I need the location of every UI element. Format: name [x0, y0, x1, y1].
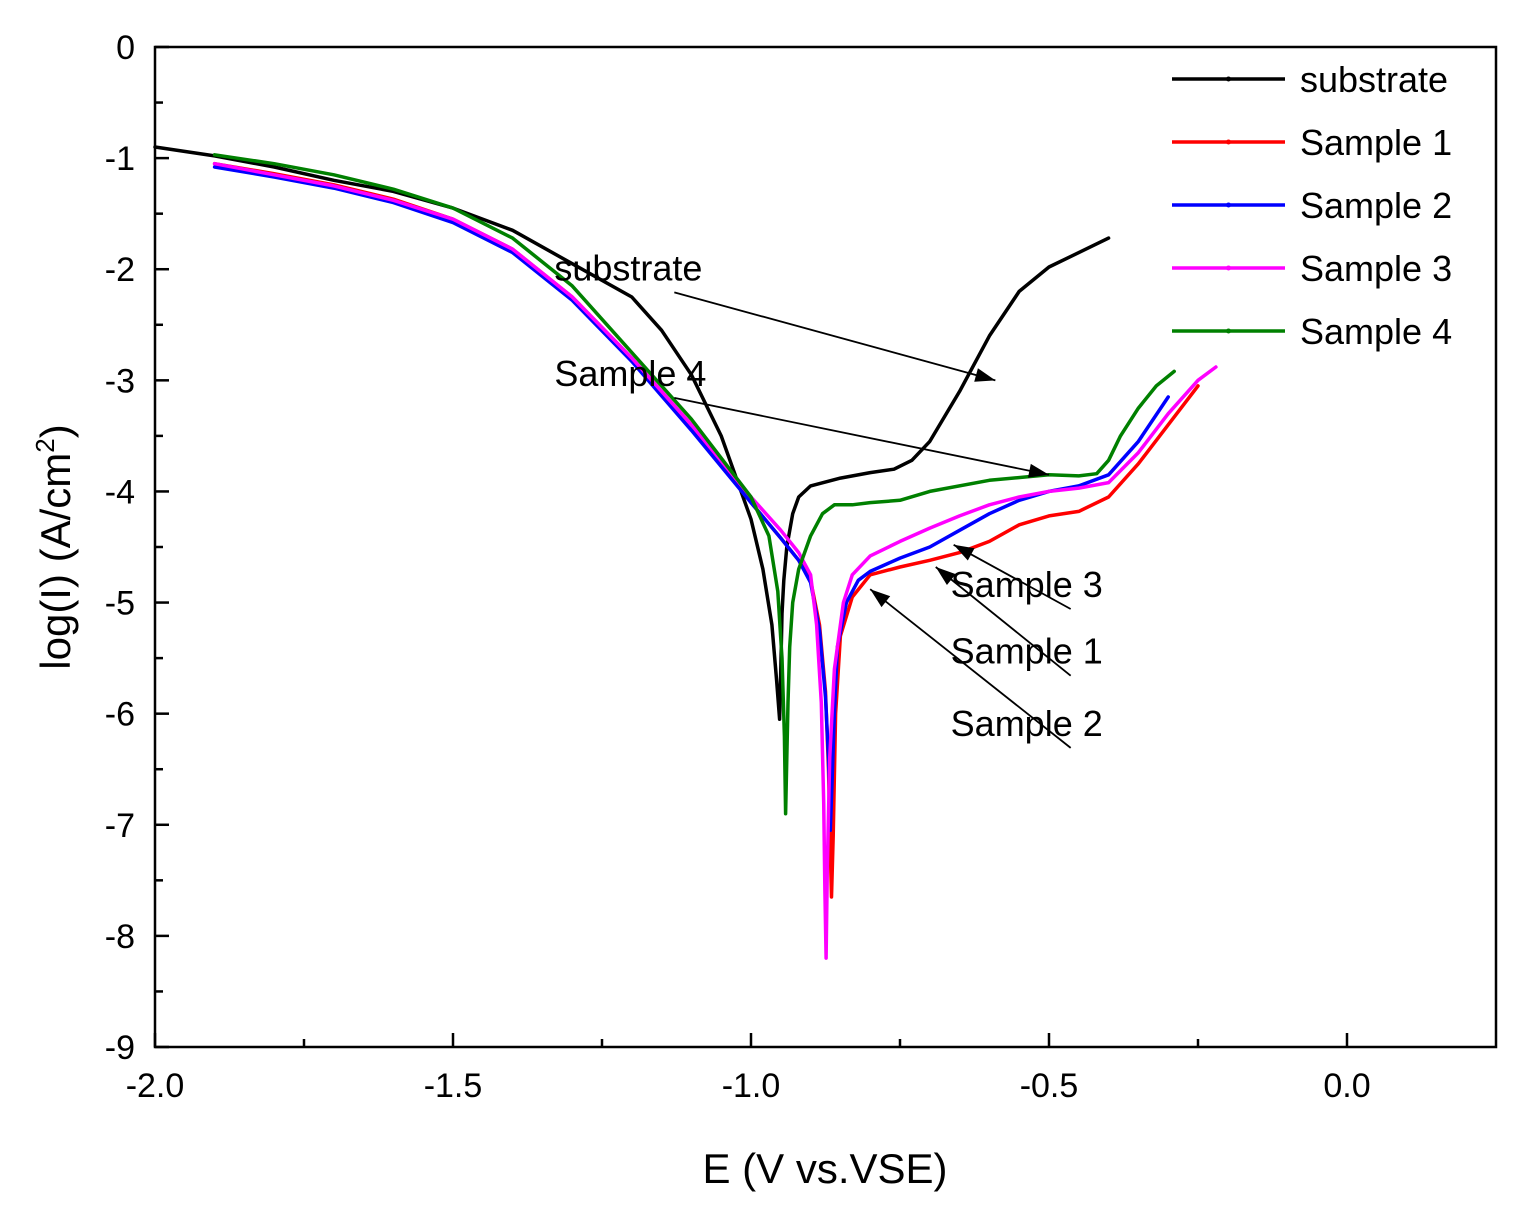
annotation-arrow-line [869, 588, 1072, 749]
x-tick-label: -1.0 [722, 1067, 781, 1105]
x-tick-label: -2.0 [126, 1067, 185, 1105]
legend-entry-label: Sample 4 [1300, 311, 1452, 352]
y-tick-label: -4 [105, 473, 135, 511]
annotation-arrow-head [1028, 463, 1049, 478]
legend-entry-label: Sample 2 [1300, 185, 1452, 226]
y-tick-label: -7 [105, 807, 135, 845]
annotation-arrow-line [674, 397, 1050, 476]
y-tick-label: -8 [105, 918, 135, 956]
annotation-arrow-line [935, 566, 1072, 677]
x-tick-label: -0.5 [1020, 1067, 1079, 1105]
annotation-label: Sample 1 [951, 631, 1103, 672]
x-axis-title: E (V vs.VSE) [702, 1145, 947, 1192]
legend-marker [1226, 265, 1231, 271]
y-tick-label: -9 [105, 1029, 135, 1067]
legend: substrate Sample 1 Sample 2 Sample 3 Sample … [1172, 59, 1452, 352]
annotation-label: Sample 4 [554, 353, 706, 394]
annotation-arrow-head [974, 368, 996, 382]
legend-entry-label: substrate [1300, 59, 1448, 100]
y-axis-title-main: log(I) (A/cm [32, 453, 79, 670]
x-tick-label: -1.5 [424, 1067, 483, 1105]
legend-marker [1226, 202, 1231, 208]
y-tick-label: -3 [105, 362, 135, 400]
annotation-arrow-head [953, 544, 975, 561]
annotation-arrow-line [953, 543, 1072, 610]
y-tick-label: -1 [105, 140, 135, 178]
x-tick-label: 0.0 [1323, 1067, 1370, 1105]
annotation-label: substrate [554, 247, 702, 288]
legend-marker [1226, 139, 1231, 145]
y-tick-label: -5 [105, 585, 135, 623]
y-axis-title: log(I) (A/cm2) [30, 424, 79, 669]
series-line-sample-2 [212, 165, 1170, 833]
annotation-arrow-head [935, 567, 956, 585]
legend-entry-label: Sample 1 [1300, 122, 1452, 163]
legend-marker [1226, 76, 1231, 82]
y-tick-label: 0 [116, 29, 135, 67]
annotation-arrow-line [674, 291, 996, 382]
y-axis-title-superscript: 2 [30, 438, 60, 452]
plot-area [153, 145, 1218, 960]
series-line-sample-4 [212, 153, 1176, 816]
legend-entry-label: Sample 3 [1300, 248, 1452, 289]
annotation-arrow-head [870, 589, 891, 608]
y-tick-label: -2 [105, 251, 135, 289]
y-axis-title-closing: ) [32, 424, 79, 438]
y-tick-label: -6 [105, 696, 135, 734]
annotation-label: Sample 2 [951, 703, 1103, 744]
series-line-sample-3 [212, 161, 1218, 960]
legend-marker [1226, 328, 1231, 334]
axes: -2.0 -1.5 -1.0 -0.5 0.0 0 -1 -2 -3 -4 -5 -6 -7 -8 -9 [105, 29, 1498, 1105]
